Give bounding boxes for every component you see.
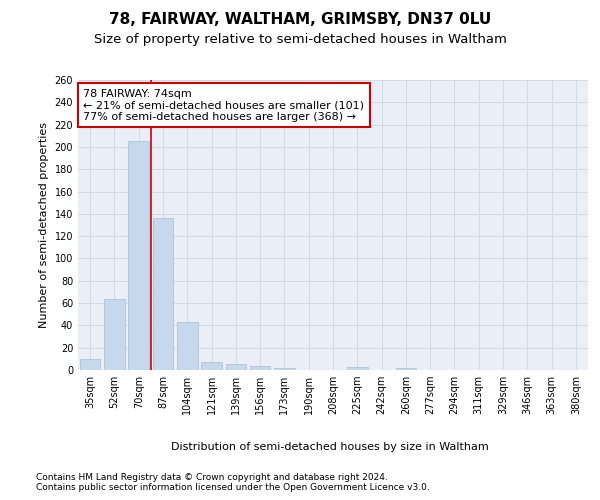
Bar — [250, 366, 271, 370]
Bar — [201, 362, 222, 370]
Bar — [226, 364, 246, 370]
Bar — [395, 368, 416, 370]
Bar — [274, 368, 295, 370]
Y-axis label: Number of semi-detached properties: Number of semi-detached properties — [39, 122, 49, 328]
Bar — [104, 298, 125, 370]
Bar — [152, 218, 173, 370]
Text: Distribution of semi-detached houses by size in Waltham: Distribution of semi-detached houses by … — [171, 442, 489, 452]
Text: Size of property relative to semi-detached houses in Waltham: Size of property relative to semi-detach… — [94, 32, 506, 46]
Text: 78, FAIRWAY, WALTHAM, GRIMSBY, DN37 0LU: 78, FAIRWAY, WALTHAM, GRIMSBY, DN37 0LU — [109, 12, 491, 28]
Bar — [177, 322, 197, 370]
Bar — [347, 366, 368, 370]
Text: 78 FAIRWAY: 74sqm
← 21% of semi-detached houses are smaller (101)
77% of semi-de: 78 FAIRWAY: 74sqm ← 21% of semi-detached… — [83, 88, 364, 122]
Bar — [80, 359, 100, 370]
Bar — [128, 142, 149, 370]
Text: Contains HM Land Registry data © Crown copyright and database right 2024.: Contains HM Land Registry data © Crown c… — [36, 472, 388, 482]
Text: Contains public sector information licensed under the Open Government Licence v3: Contains public sector information licen… — [36, 484, 430, 492]
